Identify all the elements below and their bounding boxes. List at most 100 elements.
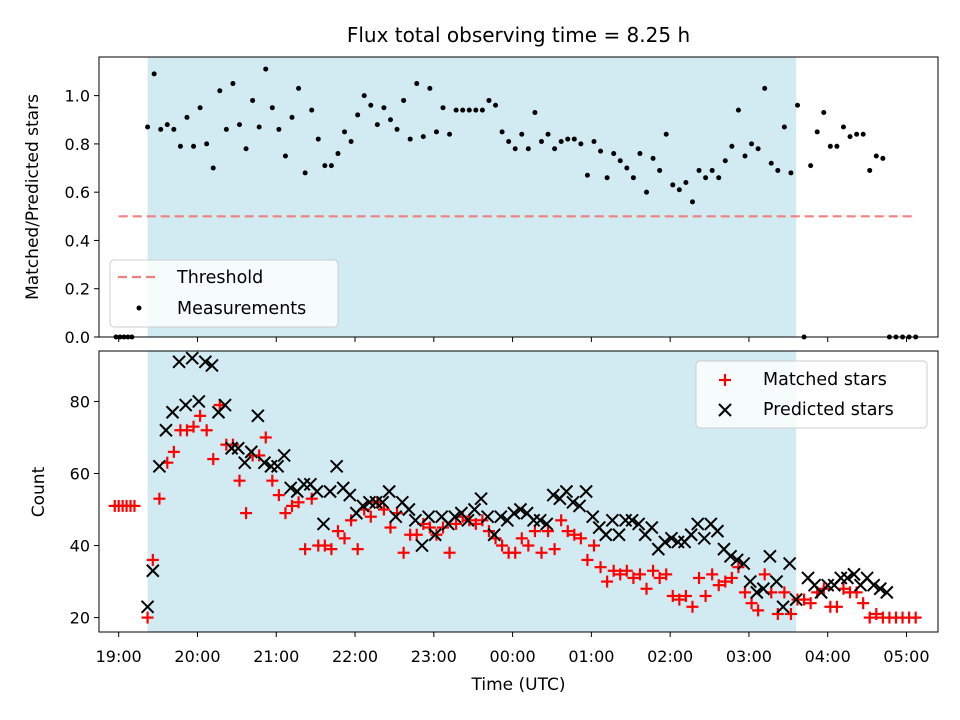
predicted-point — [526, 513, 541, 528]
predicted-point — [172, 355, 186, 369]
measurement-point — [827, 143, 833, 149]
matched-point — [128, 499, 141, 512]
measurement-point — [768, 160, 774, 166]
predicted-point — [750, 585, 764, 600]
measurement-point — [558, 138, 564, 144]
measurement-point — [315, 136, 321, 142]
measurement-point — [578, 141, 584, 147]
matched-point — [863, 611, 876, 624]
matched-point — [679, 589, 692, 602]
predicted-point — [218, 398, 232, 412]
measurement-point — [151, 71, 157, 77]
chart-title: Flux total observing time = 8.25 h — [347, 23, 690, 47]
predicted-point — [283, 481, 298, 495]
matched-stars-series — [108, 399, 922, 624]
x-tick-label: 19:00 — [96, 647, 142, 666]
measurement-point — [223, 126, 229, 132]
matched-point — [837, 582, 850, 595]
matched-point — [180, 424, 193, 437]
measurement-point — [538, 138, 544, 144]
predicted-point — [178, 398, 193, 412]
measurement-point — [381, 105, 387, 111]
measurement-point — [289, 114, 295, 120]
matched-point — [745, 597, 758, 610]
predicted-point — [382, 484, 396, 499]
matched-point — [594, 561, 607, 574]
predicted-point — [205, 358, 219, 373]
measurement-point — [847, 134, 853, 140]
panel-count-shaded-region — [147, 351, 797, 632]
measurement-point — [670, 182, 676, 188]
measurement-point — [735, 107, 741, 113]
predicted-point — [257, 455, 272, 470]
matched-point — [318, 539, 331, 552]
matched-point — [870, 607, 883, 620]
predicted-point — [329, 459, 344, 473]
matched-point — [194, 409, 207, 422]
measurement-point — [296, 85, 302, 91]
matched-point — [706, 568, 719, 581]
y-axis-label-ratio: Matched/Predicted stars — [23, 94, 43, 300]
predicted-point — [730, 553, 744, 567]
measurement-point — [427, 85, 433, 91]
measurement-point — [243, 146, 249, 152]
matched-point — [450, 517, 463, 530]
x-tick-label: 21:00 — [253, 647, 299, 666]
matched-point — [146, 553, 159, 566]
matched-point — [325, 543, 338, 556]
predicted-point — [763, 549, 777, 564]
predicted-point — [480, 510, 495, 524]
predicted-point — [362, 495, 377, 510]
measurement-point — [591, 138, 597, 144]
predicted-point — [310, 484, 324, 499]
y-tick-label: 0.6 — [65, 183, 90, 202]
measurements-series — [113, 66, 919, 340]
matched-point — [673, 593, 686, 606]
measurement-point — [657, 167, 663, 173]
matched-point — [647, 564, 660, 577]
matched-point — [331, 525, 344, 538]
matched-point — [233, 474, 246, 487]
measurement-point — [145, 124, 151, 130]
matched-point — [443, 546, 456, 559]
matched-point — [758, 568, 771, 581]
measurement-point — [217, 88, 223, 94]
matched-point — [141, 611, 154, 624]
predicted-point — [533, 513, 547, 528]
measurement-point — [729, 143, 735, 149]
predicted-point — [277, 448, 291, 463]
predicted-point — [369, 495, 383, 510]
predicted-point — [671, 535, 685, 549]
predicted-point — [448, 510, 462, 524]
measurement-point — [749, 141, 755, 147]
matched-point — [207, 453, 220, 466]
measurement-point — [374, 122, 380, 128]
predicted-point — [192, 394, 206, 409]
measurement-point — [335, 151, 341, 157]
predicted-point — [513, 502, 528, 517]
x-tick-label: 02:00 — [647, 647, 693, 666]
matched-point — [299, 543, 312, 556]
predicted-point — [487, 528, 501, 542]
x-tick-label: 22:00 — [332, 647, 378, 666]
predicted-point — [540, 517, 554, 531]
measurement-point — [499, 129, 505, 135]
panel-count-frame — [98, 350, 939, 633]
predicted-point — [579, 484, 593, 499]
measurement-point — [263, 66, 269, 72]
matched-point — [528, 525, 541, 538]
measurement-point — [565, 136, 571, 142]
predicted-point — [152, 459, 167, 473]
y-tick-label: 40 — [70, 537, 90, 556]
measurement-point — [860, 131, 866, 137]
predicted-point — [840, 571, 855, 585]
measurement-point — [617, 158, 623, 164]
matched-point — [410, 528, 423, 541]
matched-point — [286, 499, 299, 512]
panel-ratio-y-axis: 0.0 0.2 0.4 0.6 0.8 1.0 — [65, 87, 99, 347]
matched-point — [752, 604, 765, 617]
measurement-point — [637, 151, 643, 157]
predicted-point — [375, 495, 390, 510]
measurement-point — [795, 102, 801, 108]
measurement-point — [571, 136, 577, 142]
